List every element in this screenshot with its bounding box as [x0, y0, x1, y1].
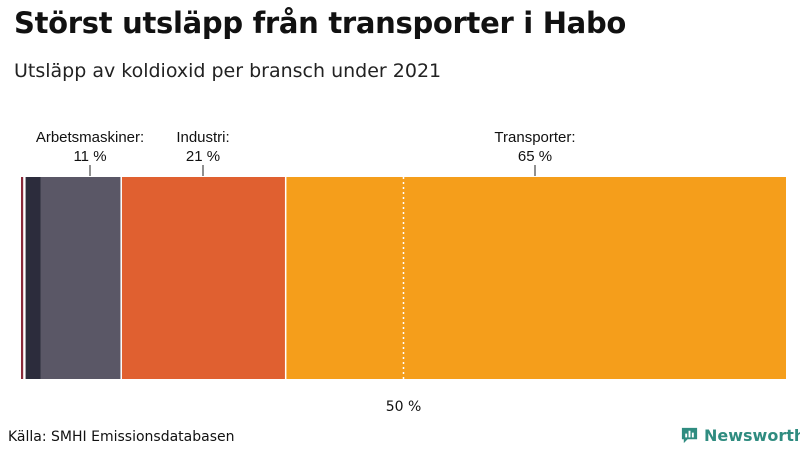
bar-segment-5	[285, 177, 786, 379]
bar-segment-4	[121, 177, 286, 379]
stacked-bar-chart: 50 % Arbetsmaskiner: 11 % Industri: 21 % Tran…	[21, 129, 786, 415]
chart-subtitle: Utsläpp av koldioxid per bransch under 2…	[14, 60, 442, 82]
segment-label-5: Transporter:	[494, 129, 575, 146]
reference-line-label: 50 %	[386, 399, 422, 415]
brand-logo: Newsworthy	[680, 426, 800, 445]
segment-value-label-5: 65 %	[518, 148, 552, 165]
source-note: Källa: SMHI Emissionsdatabasen	[8, 429, 235, 445]
segment-value-label-4: 21 %	[186, 148, 220, 165]
bar-segment-3	[40, 177, 122, 379]
segment-label-4: Industri:	[176, 129, 229, 146]
segment-label-3: Arbetsmaskiner:	[36, 129, 144, 146]
bar-segment-0	[21, 177, 24, 379]
chart-title: Störst utsläpp från transporter i Habo	[14, 6, 627, 40]
brand-name: Newsworthy	[704, 426, 800, 445]
bar-segment-1	[23, 177, 26, 379]
segment-value-label-3: 11 %	[73, 148, 106, 165]
newsworthy-logo-icon	[681, 427, 698, 444]
bar-segment-2	[25, 177, 41, 379]
